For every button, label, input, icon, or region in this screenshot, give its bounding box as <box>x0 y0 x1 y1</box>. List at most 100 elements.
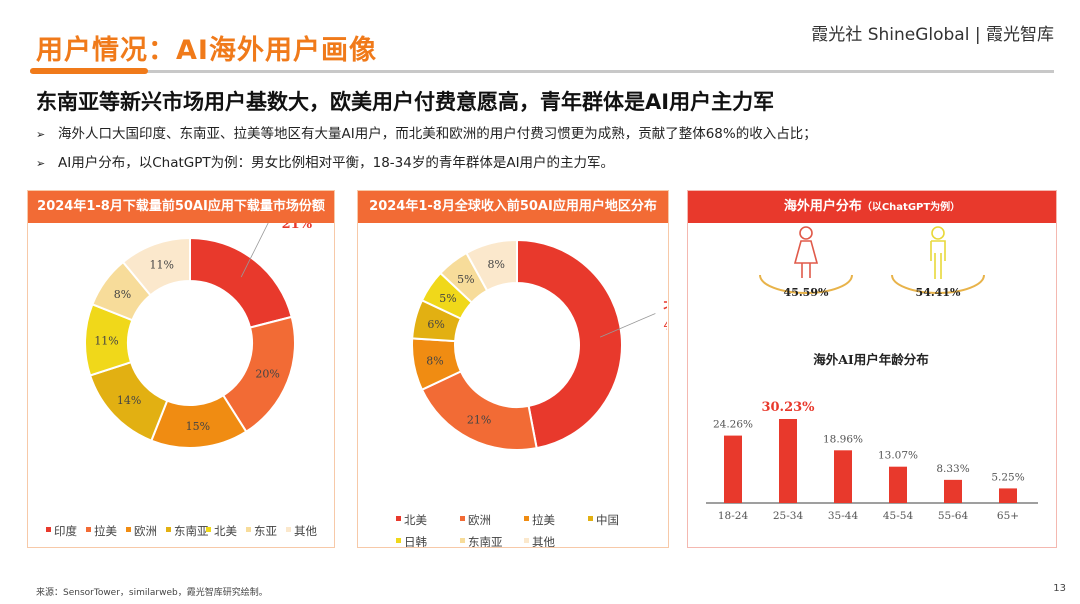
legend-label: 欧洲 <box>468 513 491 527</box>
bar <box>724 435 742 503</box>
bar-label: 30.23% <box>761 400 815 415</box>
user-distribution-panel: 海外用户分布（以ChatGPT为例） 45.59% 54.41% 海外AI用户年龄分… <box>687 190 1057 548</box>
legend-swatch <box>588 516 593 521</box>
legend-swatch <box>126 527 131 532</box>
x-tick-label: 55-64 <box>938 510 969 522</box>
arrow-right-icon: ➢ <box>36 157 46 170</box>
legend-label: 东南亚 <box>468 535 503 547</box>
legend-swatch <box>46 527 51 532</box>
slice-label: 20% <box>255 368 279 381</box>
revenue-region-panel: 2024年1-8月全球收入前50AI应用用户地区分布 北美 47% 21% 8% 6% 5… <box>357 190 694 549</box>
legend-swatch <box>286 527 291 532</box>
bullet-text: AI用户分布，以ChatGPT为例：男女比例相对平衡，18-34岁的青年群体是A… <box>58 155 615 171</box>
panel-header: 海外用户分布（以ChatGPT为例） <box>688 191 1056 223</box>
legend-label: 北美 <box>404 513 427 527</box>
slice-label: 15% <box>186 420 210 433</box>
female-icon <box>793 226 819 278</box>
source-note: 来源：SensorTower，similarweb，霞光智库研究绘制。 <box>36 588 268 598</box>
highlight-value: 47% <box>663 319 667 334</box>
legend-label: 印度 <box>54 524 77 538</box>
bar <box>889 466 907 503</box>
legend-label: 北美 <box>214 524 237 538</box>
panel-title: 海外用户分布 <box>783 199 862 214</box>
body <box>793 240 819 278</box>
legend-label: 东南亚 <box>174 524 209 538</box>
head <box>931 226 945 240</box>
bar <box>779 419 797 503</box>
chart-title: 海外AI用户年龄分布 <box>813 352 929 367</box>
legend-label: 日韩 <box>404 535 427 547</box>
donut-slice <box>465 238 518 293</box>
bullet-item: ➢ AI用户分布，以ChatGPT为例：男女比例相对平衡，18-34岁的青年群体是… <box>36 151 614 171</box>
bar <box>999 488 1017 503</box>
x-tick-label: 25-34 <box>773 510 804 522</box>
title-divider <box>30 70 1054 73</box>
x-tick-label: 45-54 <box>883 510 914 522</box>
legend-swatch <box>396 516 401 521</box>
head <box>799 226 813 240</box>
legend-swatch <box>86 527 91 532</box>
slice-label: 6% <box>427 318 444 331</box>
slice-label: 11% <box>94 334 118 347</box>
legend-swatch <box>524 516 529 521</box>
bar <box>834 450 852 503</box>
donut-slice <box>516 238 623 450</box>
legend-swatch <box>524 538 529 543</box>
slice-label: 8% <box>114 288 131 301</box>
slice-label: 14% <box>117 394 141 407</box>
bar-label: 18.96% <box>823 433 863 445</box>
leader-line <box>599 313 656 338</box>
legend-label: 其他 <box>294 524 317 538</box>
donut-slice <box>189 236 293 329</box>
bar-label: 8.33% <box>936 463 969 475</box>
donut-slice <box>121 236 191 297</box>
page-title: 用户情况：AI海外用户画像 <box>36 35 377 66</box>
x-tick-label: 18-24 <box>718 510 749 522</box>
page-number: 13 <box>1053 583 1066 594</box>
leader-line <box>240 211 275 278</box>
slice-label: 11% <box>149 258 173 271</box>
download-share-panel: 2024年1-8月下载量前50AI应用下载量市场份额 印度 21% 20% 15% 14… <box>27 190 335 548</box>
panel-header: 2024年1-8月下载量前50AI应用下载量市场份额 <box>28 191 334 223</box>
bar-label: 13.07% <box>878 450 918 462</box>
x-tick-label: 35-44 <box>828 510 859 522</box>
body <box>930 240 946 279</box>
legend-label: 其他 <box>532 535 555 547</box>
legend-swatch <box>246 527 251 532</box>
bullet-item: ➢ 海外人口大国印度、东南亚、拉美等地区有大量AI用户，而北美和欧洲的用户付费习惯… <box>36 122 817 142</box>
slice-label: 8% <box>488 258 505 271</box>
male-icon <box>930 226 946 279</box>
legend-label: 中国 <box>596 513 619 527</box>
panel-header: 2024年1-8月全球收入前50AI应用用户地区分布 <box>358 191 668 223</box>
title-accent-bar <box>30 68 148 74</box>
legend-label: 东亚 <box>254 524 277 538</box>
slice-label: 21% <box>467 413 491 426</box>
panel-subtitle: （以ChatGPT为例） <box>861 202 961 213</box>
legend-swatch <box>460 538 465 543</box>
slice-label: 8% <box>426 355 443 368</box>
headline: 东南亚等新兴市场用户基数大，欧美用户付费意愿高，青年群体是AI用户主力军 <box>36 90 775 114</box>
legend-swatch <box>396 538 401 543</box>
brand-logo: 霞光社 ShineGlobal | 霞光智库 <box>811 25 1054 45</box>
slice-label: 5% <box>457 273 474 286</box>
highlight-name: 北美 <box>663 298 667 314</box>
bar-label: 5.25% <box>991 471 1024 483</box>
x-tick-label: 65+ <box>997 510 1019 522</box>
gender-value: 45.59% <box>784 286 829 299</box>
bullet-text: 海外人口大国印度、东南亚、拉美等地区有大量AI用户，而北美和欧洲的用户付费习惯更… <box>58 126 817 142</box>
gender-value: 54.41% <box>916 286 961 299</box>
arrow-right-icon: ➢ <box>36 128 46 141</box>
slice-label: 5% <box>439 292 456 305</box>
age-distribution-chart: 45.59% 54.41% 海外AI用户年龄分布 24.26% 18-24 30.23% 2… <box>706 226 1038 522</box>
donut-slice <box>420 370 538 451</box>
platform-ring <box>891 274 985 294</box>
legend-label: 拉美 <box>94 524 117 538</box>
highlight-value: 21% <box>282 223 313 232</box>
legend-swatch <box>460 516 465 521</box>
legend-swatch <box>206 527 211 532</box>
legend-label: 拉美 <box>532 513 555 527</box>
legend-label: 欧洲 <box>134 524 157 538</box>
bar <box>944 479 962 503</box>
